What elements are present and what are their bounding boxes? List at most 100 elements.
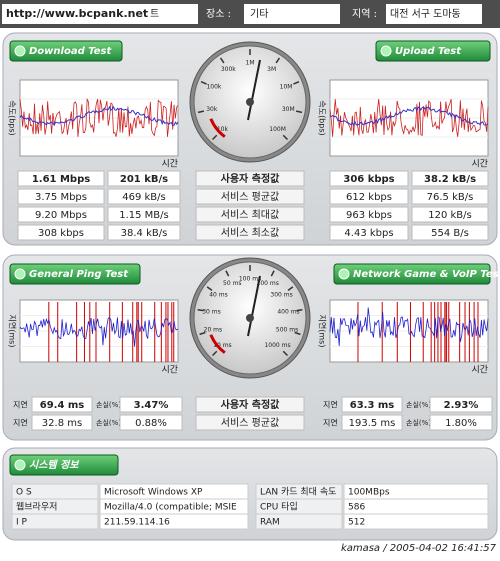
- graph-average: [19, 105, 179, 127]
- dial-tick: [225, 270, 230, 277]
- tab-icon: [14, 45, 26, 57]
- value-cell: [119, 414, 183, 431]
- value-text: 1.61 Mbps: [32, 174, 90, 185]
- system-cell: [343, 513, 489, 530]
- row-label: 서비스 평균값: [221, 191, 279, 203]
- value-cell: [17, 206, 105, 223]
- url-watermark: http://www.bcpank.net: [6, 7, 148, 20]
- value-cell: [411, 188, 489, 205]
- value-text: 963 kbps: [346, 210, 392, 221]
- dial-label: 100k: [206, 84, 221, 91]
- tab-icon: [380, 45, 392, 57]
- tab-title: General Ping Test: [29, 269, 129, 280]
- label-cell: [195, 170, 305, 187]
- value-cell: [329, 206, 409, 223]
- value-text: 554 B/s: [431, 228, 469, 239]
- location-box[interactable]: [244, 4, 340, 24]
- graph-trace: [329, 98, 489, 137]
- dial-label: 300 ms: [270, 292, 292, 299]
- graph-trace: [19, 317, 179, 347]
- dial-label: 30k: [206, 106, 218, 113]
- x-axis-label: 시간: [161, 365, 178, 376]
- field-box: [2, 4, 198, 24]
- tab-icon: [338, 268, 350, 280]
- dial-tick: [275, 57, 281, 64]
- y-axis-label: 속도(bps): [318, 100, 327, 135]
- footer: kamasa / 2005-04-02 16:41:57: [341, 543, 497, 554]
- location-label: 장소 :: [206, 8, 231, 20]
- dial-tick: [287, 286, 294, 291]
- dial-tick: [200, 81, 207, 85]
- value-text: 308 kbps: [38, 228, 84, 239]
- value-text: 193.5 ms: [349, 418, 396, 429]
- value-cell: [107, 224, 181, 241]
- value-cell: [429, 396, 493, 413]
- dial-label: 20 ms: [204, 327, 223, 334]
- system-text: Mozilla/4.0 (compatible; MSIE: [104, 503, 237, 513]
- dial-tick: [270, 270, 275, 277]
- value-text: 0.88%: [135, 418, 167, 429]
- tab-button[interactable]: [333, 263, 491, 285]
- value-cell: [107, 170, 181, 187]
- dial-label: 1M: [246, 60, 255, 67]
- tab-button[interactable]: [9, 40, 123, 62]
- region-box[interactable]: [386, 4, 482, 24]
- label-cell: [195, 396, 305, 413]
- value-cell: [119, 396, 183, 413]
- loss-label: 손실(%): [406, 400, 431, 409]
- value-cell: [341, 396, 403, 413]
- system-cell: [255, 513, 343, 530]
- loss-label: 손실(%): [96, 418, 121, 427]
- tab-button[interactable]: [375, 40, 491, 62]
- dial-label: 3M: [267, 66, 276, 73]
- tab-button[interactable]: [9, 263, 141, 285]
- value-text: 306 kbps: [343, 174, 394, 185]
- dial-tick: [293, 81, 300, 85]
- dial-label: 200 ms: [257, 280, 279, 287]
- value-text: 63.3 ms: [350, 400, 395, 411]
- dial-tick: [197, 308, 204, 312]
- value-text: 1.15 MB/s: [119, 210, 169, 221]
- value-text: 2.93%: [444, 400, 479, 411]
- system-text: 586: [348, 503, 365, 513]
- dial-tick: [197, 110, 205, 114]
- value-cell: [329, 170, 409, 187]
- label-cell: [195, 188, 305, 205]
- value-text: 3.75 Mbps: [35, 192, 87, 203]
- value-text: 120 kB/s: [428, 210, 472, 221]
- field-text: 트: [150, 9, 159, 20]
- system-text: CPU 타입: [260, 501, 298, 513]
- value-cell: [17, 188, 105, 205]
- region-label: 지역 :: [352, 8, 377, 20]
- value-cell: [17, 170, 105, 187]
- dial-tick: [296, 308, 303, 312]
- y-axis-label: 지연(ms): [318, 315, 327, 348]
- value-cell: [31, 396, 93, 413]
- system-text: I P: [16, 518, 28, 528]
- dial-label: 10M: [280, 84, 293, 91]
- value-cell: [411, 170, 489, 187]
- latency-label: 지연: [323, 401, 338, 410]
- system-cell: [11, 513, 99, 530]
- value-text: 38.2 kB/s: [424, 174, 476, 185]
- x-axis-label: 시간: [161, 159, 178, 170]
- label-cell: [195, 206, 305, 223]
- dial-tick: [219, 57, 225, 64]
- system-text: 512: [348, 518, 365, 528]
- value-cell: [107, 206, 181, 223]
- dial-label: 10k: [217, 126, 229, 133]
- x-axis-label: 시간: [471, 365, 488, 376]
- graph-trace: [329, 307, 489, 346]
- dial-red-zone: [209, 334, 226, 354]
- dial-label: 1000 ms: [264, 342, 290, 349]
- value-text: 612 kbps: [346, 192, 392, 203]
- value-text: 1.80%: [445, 418, 477, 429]
- row-label: 서비스 최대값: [221, 209, 279, 221]
- system-text: LAN 카드 최대 속도: [260, 487, 336, 498]
- dial-needle: [247, 59, 261, 121]
- row-label: 서비스 평균값: [221, 417, 279, 429]
- value-text: 76.5 kB/s: [427, 192, 474, 203]
- loss-label: 손실(%): [96, 400, 121, 409]
